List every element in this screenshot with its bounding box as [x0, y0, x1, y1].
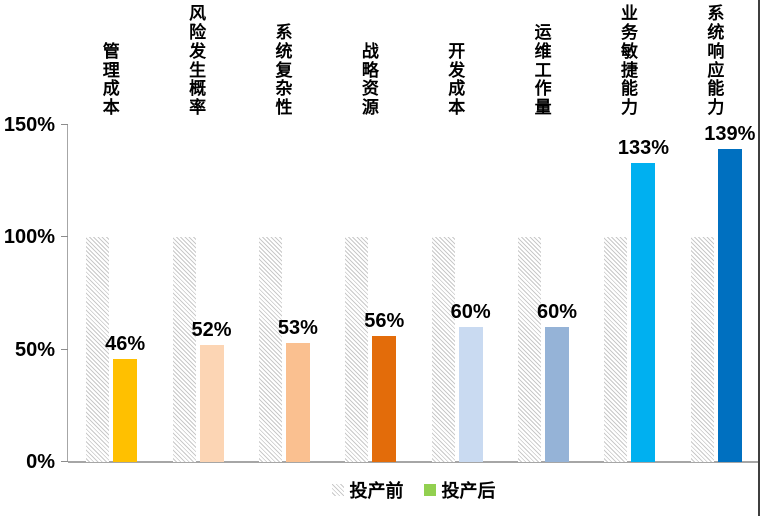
legend-hatched-swatch-icon [331, 484, 344, 496]
bar-before-4 [345, 237, 369, 462]
bar-before-5 [431, 237, 455, 462]
value-label-6: 60% [537, 301, 578, 323]
category-label-3: 系 统 复 杂 性 [275, 23, 293, 118]
y-axis-tick-label: 150% [3, 113, 55, 136]
legend: 投产前 投产后 [68, 477, 759, 503]
y-axis-tickmark [61, 236, 68, 237]
category-label-5: 开 发 成 本 [448, 41, 466, 118]
bar-after-2 [199, 345, 224, 462]
bar-after-4 [372, 336, 397, 462]
y-axis-tick-label: 50% [14, 338, 55, 361]
value-label-5: 60% [450, 301, 491, 323]
bar-after-5 [458, 327, 483, 462]
value-label-1: 46% [105, 332, 146, 355]
legend-item-before: 投产前 [331, 477, 404, 503]
bar-before-1 [86, 237, 110, 462]
bar-after-6 [545, 327, 570, 462]
bar-before-2 [172, 237, 196, 462]
y-axis-tickmark [61, 348, 68, 350]
category-label-1: 管 理 成 本 [102, 41, 120, 118]
value-label-3: 53% [277, 316, 318, 339]
bar-after-7 [631, 162, 656, 462]
bar-after-1 [113, 358, 138, 462]
category-label-7: 业 务 敏 捷 能 力 [620, 4, 638, 118]
x-axis-line [68, 461, 758, 463]
frame-right-border [758, 0, 760, 516]
bar-before-3 [258, 237, 282, 462]
legend-label-after: 投产后 [441, 481, 496, 501]
value-label-2: 52% [191, 319, 232, 341]
y-axis-tick-label: 100% [3, 226, 55, 248]
bar-before-7 [604, 237, 628, 462]
bar-before-8 [690, 237, 714, 462]
y-axis-tickmark [61, 461, 68, 462]
legend-item-after: 投产后 [423, 477, 496, 503]
value-label-7: 133% [617, 136, 670, 159]
y-axis-tick-label: 0% [26, 451, 55, 473]
legend-green-swatch-icon [423, 484, 436, 496]
value-label-8: 139% [704, 123, 756, 146]
bar-after-3 [285, 342, 310, 462]
value-label-4: 56% [364, 310, 405, 332]
category-label-4: 战 略 资 源 [361, 41, 379, 118]
bar-before-6 [518, 237, 542, 462]
y-axis-tickmark [61, 123, 68, 125]
category-label-8: 系 统 响 应 能 力 [707, 4, 725, 118]
bar-after-8 [717, 149, 742, 462]
category-label-6: 运 维 工 作 量 [534, 23, 552, 118]
y-axis-line [67, 124, 68, 462]
category-label-2: 风 险 发 生 概 率 [189, 4, 207, 118]
legend-label-before: 投产前 [349, 481, 404, 501]
